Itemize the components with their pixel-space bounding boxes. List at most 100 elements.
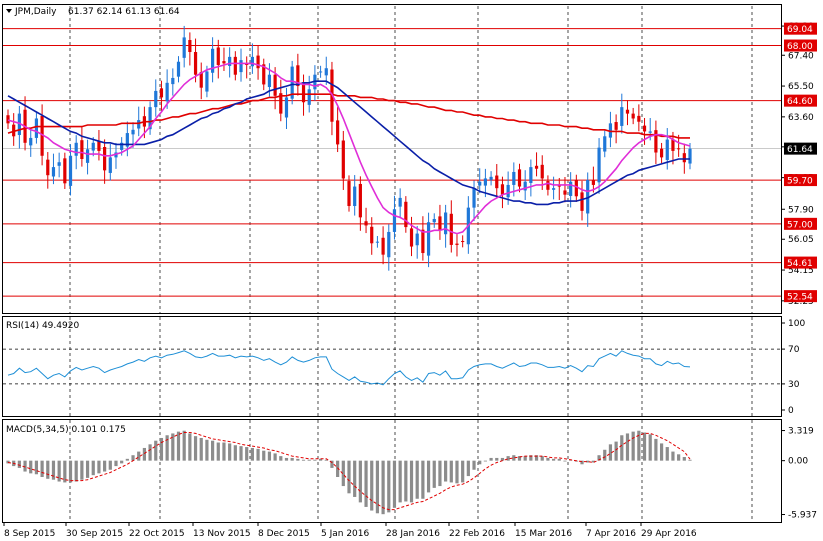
x-tick-label: 7 Apr 2016 — [586, 529, 636, 539]
macd-bar — [46, 460, 50, 479]
macd-bar — [6, 460, 10, 464]
candle-body — [165, 82, 169, 102]
candle-body — [336, 120, 340, 145]
macd-bar — [665, 447, 669, 461]
price-level-lines — [3, 28, 781, 297]
candle-body — [318, 71, 323, 73]
candle-body — [529, 167, 533, 183]
candle-body — [563, 190, 567, 195]
x-tick-label: 15 Mar 2016 — [515, 529, 572, 539]
macd-bar — [591, 460, 595, 463]
macd-bar — [500, 457, 505, 461]
macd-bar — [29, 460, 33, 474]
macd-bar — [267, 451, 272, 461]
candle-body — [682, 153, 686, 163]
candle-body — [51, 167, 56, 177]
candle-body — [552, 188, 556, 190]
macd-bar — [91, 460, 95, 476]
candle-body — [188, 40, 192, 53]
candle-body — [432, 218, 436, 223]
macd-bar — [176, 431, 181, 461]
macd-bar — [506, 456, 510, 461]
macd-bar — [529, 455, 533, 461]
macd-bar — [324, 459, 328, 461]
candle-body — [182, 37, 186, 58]
candle-body — [233, 56, 237, 75]
x-tick-label: 22 Oct 2015 — [129, 529, 185, 539]
macd-bar — [205, 439, 209, 461]
rsi-label: RSI(14) 49.4920 — [6, 321, 79, 331]
candle-body — [176, 61, 181, 77]
macd-bar — [608, 444, 613, 461]
candle-body — [404, 201, 408, 228]
candle-body — [80, 140, 84, 159]
macd-bar — [40, 460, 44, 477]
macd-bar — [523, 456, 527, 461]
macd-bar — [671, 451, 675, 461]
candle-body — [85, 149, 90, 163]
macd-bar — [199, 437, 203, 461]
macd-bar — [625, 433, 630, 461]
candle-body — [273, 74, 277, 96]
macd-bar — [284, 457, 289, 461]
macd-bar — [375, 460, 380, 514]
macd-bar — [245, 447, 249, 461]
sma-mid-line — [7, 80, 690, 206]
candle-body — [665, 139, 669, 160]
candle-body — [370, 226, 374, 244]
sma-fast-line — [7, 62, 691, 235]
candle-body — [324, 68, 328, 76]
macd-bar — [97, 460, 101, 474]
macd-bar — [546, 457, 550, 461]
candle-body — [131, 129, 135, 135]
candle-body — [421, 229, 425, 254]
candle-body — [597, 147, 601, 183]
candle-body — [438, 216, 442, 231]
candle-body — [546, 181, 550, 190]
candle-body — [387, 231, 391, 258]
y-tick-label: 67.40 — [788, 51, 814, 61]
macd-signal-line — [7, 432, 691, 511]
candle-body — [495, 175, 499, 189]
macd-bar — [211, 440, 215, 461]
macd-bar — [495, 457, 499, 461]
symbol-label[interactable]: JPM,Daily — [14, 7, 57, 17]
candle-body — [114, 152, 118, 158]
candle-body — [659, 148, 664, 158]
candle-body — [608, 123, 613, 138]
price-level-label: 57.00 — [787, 220, 813, 230]
macd-bar — [34, 460, 39, 475]
x-tick-label: 8 Sep 2015 — [4, 529, 55, 539]
candle-body — [591, 180, 595, 185]
macd-bar — [421, 460, 425, 499]
candle-body — [46, 159, 50, 176]
candle-body — [637, 115, 641, 122]
rsi-panel-frame — [2, 316, 782, 417]
macd-bar — [273, 453, 277, 461]
candle-body — [103, 147, 107, 171]
macd-bar — [216, 442, 220, 461]
candle-body — [216, 47, 220, 65]
macd-y-tick-label: 0.00 — [788, 457, 808, 467]
macd-bar — [659, 443, 664, 461]
x-tick-label: 28 Jan 2016 — [386, 529, 440, 539]
candle-body — [29, 137, 33, 146]
candle-body — [631, 113, 635, 119]
candle-body — [154, 90, 158, 108]
macd-bar — [415, 460, 419, 499]
macd-bar — [449, 460, 453, 483]
macd-bar — [387, 460, 391, 513]
y-tick-label: 57.90 — [788, 205, 814, 215]
macd-bar — [103, 460, 107, 472]
x-tick-label: 22 Feb 2016 — [449, 529, 505, 539]
macd-bar — [330, 460, 334, 468]
macd-label: MACD(5,34,5) 0.101 0.175 — [6, 425, 126, 435]
candle-body — [574, 180, 578, 197]
candle-body — [483, 178, 487, 186]
symbol-dropdown-icon[interactable] — [6, 9, 12, 13]
price-level-label: 59.70 — [787, 177, 813, 187]
candle-body — [120, 142, 124, 150]
candle-body — [74, 142, 78, 156]
candle-body — [17, 113, 21, 136]
macd-bar — [137, 451, 141, 461]
